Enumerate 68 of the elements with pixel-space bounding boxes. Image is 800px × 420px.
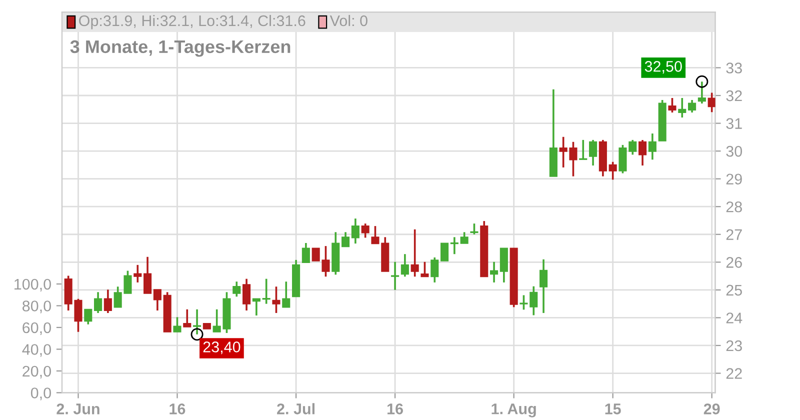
- candlestick: [500, 247, 508, 284]
- candlestick: [84, 308, 92, 326]
- y2-tick-label: 22: [726, 368, 742, 379]
- y-tick-label: 80,0: [22, 300, 51, 314]
- candlestick: [410, 228, 419, 278]
- y2-tick-label: 30: [726, 146, 742, 157]
- x-tick-label: 29: [704, 404, 720, 414]
- y-tick-label: 40,0: [22, 344, 51, 357]
- candlestick: [450, 236, 458, 256]
- annotation: Op:31.9, Hi:32.1, Lo:31.4, Cl:31.6: [79, 14, 306, 30]
- candlestick: [668, 97, 676, 114]
- y2-tick-label: 27: [726, 229, 742, 240]
- candlestick: [282, 280, 290, 308]
- x-tick-label: 15: [605, 404, 621, 414]
- candlestick: [638, 139, 647, 166]
- y2-tick-label: 24: [726, 312, 742, 324]
- x-tick-label: 2. Jul: [277, 403, 314, 414]
- y2-tick-label: 29: [726, 174, 742, 185]
- candlestick: [342, 231, 350, 248]
- candlestick: [252, 298, 260, 316]
- x-tick-label: 16: [170, 404, 186, 414]
- y2-tick-label: 32: [726, 90, 742, 102]
- y2-tick-label: 33: [726, 62, 742, 74]
- candlestick: [232, 280, 241, 298]
- candlestick: [153, 288, 162, 312]
- candlestick: [589, 139, 598, 166]
- candlestick: [420, 260, 429, 278]
- candlestick: [94, 291, 102, 314]
- candlestick: [688, 99, 696, 114]
- text: 3 Monate, 1-Tages-Kerzen: [70, 40, 290, 57]
- y2-tick-label: 23: [726, 340, 742, 352]
- annotation: 32,50: [644, 61, 682, 74]
- candlestick: [579, 139, 588, 160]
- y2-tick-label: 31: [726, 118, 742, 129]
- y-tick-label: 20,0: [22, 366, 51, 378]
- candlestick: [361, 222, 370, 239]
- x-tick-label: 1. Aug: [492, 404, 536, 418]
- candlestick: [134, 264, 142, 284]
- candlestick: [183, 308, 192, 328]
- candlestick: [430, 256, 439, 284]
- candlestick: [173, 316, 182, 333]
- y2-tick-label: 28: [726, 201, 742, 212]
- candlestick: [351, 218, 360, 244]
- y-tick-label: 60,0: [22, 322, 51, 335]
- candlestick: [144, 256, 152, 294]
- candlestick: [262, 278, 270, 305]
- candlestick: [470, 222, 478, 236]
- candlestick: [490, 260, 498, 284]
- candlestick: [608, 160, 617, 181]
- annotation: Vol: 0: [330, 14, 368, 26]
- annotation: 23,40: [203, 342, 240, 354]
- candlestick: [678, 97, 686, 118]
- y-tick-label: 100,0: [14, 278, 51, 292]
- candlestick: [302, 242, 310, 264]
- y2-tick-label: 26: [726, 257, 742, 268]
- candlestick: [460, 231, 468, 244]
- candlestick: [272, 286, 280, 314]
- candlestick: [242, 278, 251, 312]
- x-tick-label: 16: [388, 404, 403, 414]
- candlestick: [104, 288, 112, 314]
- y-tick-label: 0,0: [30, 388, 51, 400]
- candlestick: [391, 260, 400, 291]
- x-tick-label: 2. Jun: [56, 404, 100, 414]
- candlestick: [540, 258, 548, 314]
- candlestick: [400, 253, 409, 278]
- candlestick: [440, 242, 449, 262]
- candlestick: [648, 132, 656, 161]
- y2-tick-label: 25: [726, 284, 742, 296]
